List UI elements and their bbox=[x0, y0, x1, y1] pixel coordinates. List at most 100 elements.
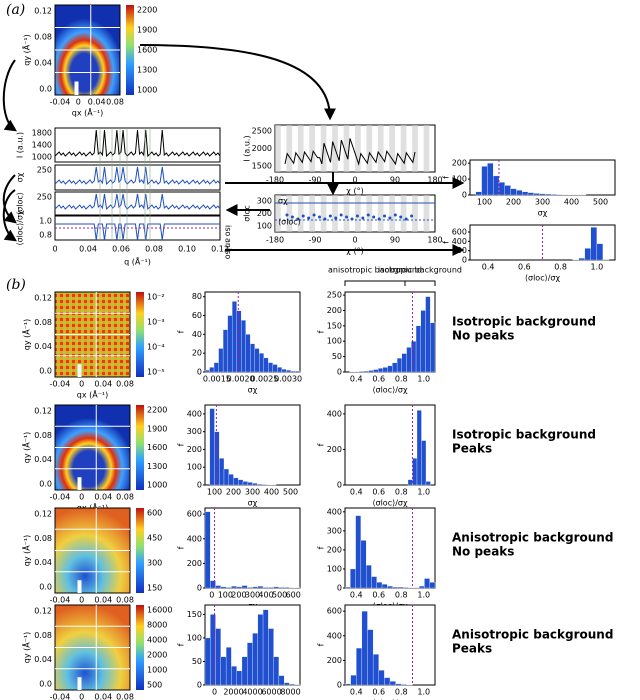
x-tick-label: 400 bbox=[264, 488, 279, 497]
colorbar-label: 450 bbox=[147, 534, 162, 543]
x-tick-label: 1.0 bbox=[417, 488, 430, 497]
x-tick-label: 90 bbox=[390, 176, 400, 185]
sigma-dot bbox=[339, 213, 343, 217]
side-label: iso bbox=[224, 225, 233, 236]
histogram-bar bbox=[366, 564, 372, 589]
colorbar-label: 10⁻⁵ bbox=[147, 368, 165, 377]
histogram-bar bbox=[273, 656, 280, 686]
arrows bbox=[2, 44, 465, 256]
histogram-bar bbox=[396, 358, 402, 373]
x-tick-label: 0.8 bbox=[395, 375, 408, 384]
x-tick-label: 0.6 bbox=[518, 263, 531, 272]
histogram-bar bbox=[241, 585, 248, 589]
y-tick-label: 300 bbox=[187, 427, 202, 436]
y-tick-label: 100 bbox=[452, 175, 467, 184]
y-tick-label: 0.08 bbox=[34, 33, 52, 42]
profile-line bbox=[54, 129, 221, 158]
sigma-dot bbox=[355, 214, 359, 218]
colorbar-label: 1900 bbox=[137, 26, 157, 35]
y-tick-label: 300 bbox=[257, 197, 272, 206]
x-tick-label: 0.6 bbox=[372, 688, 385, 697]
mask-band bbox=[297, 195, 304, 232]
mask-band bbox=[366, 125, 373, 172]
histogram-bar bbox=[236, 586, 243, 589]
histogram-bar bbox=[209, 367, 215, 373]
histogram-bar bbox=[289, 683, 295, 686]
y-tick-label: 0.8 bbox=[39, 231, 52, 240]
histogram-bar bbox=[219, 458, 225, 486]
x-tick-label: 6000 bbox=[261, 688, 281, 697]
mask-band bbox=[343, 125, 350, 172]
histogram-bar bbox=[225, 647, 232, 686]
histogram-bar bbox=[373, 369, 379, 373]
histogram-bar bbox=[252, 633, 258, 686]
histogram-bar bbox=[401, 684, 408, 686]
histogram-bar bbox=[252, 586, 258, 589]
axis-label: f bbox=[317, 546, 326, 549]
y-tick-label: 0 bbox=[197, 368, 202, 377]
x-tick-label: 500 bbox=[272, 591, 287, 600]
histogram-bar bbox=[281, 369, 287, 373]
y-tick-label: 400 bbox=[327, 631, 342, 640]
mask-band bbox=[297, 125, 304, 172]
y-tick-label: 0.12 bbox=[34, 407, 52, 416]
mask-band bbox=[423, 125, 430, 172]
y-tick-label: 400 bbox=[452, 237, 467, 246]
x-tick-label: 1.0 bbox=[591, 263, 604, 272]
histogram-bar bbox=[284, 587, 290, 589]
histogram-bar bbox=[487, 163, 494, 196]
histogram-bar bbox=[228, 474, 234, 486]
histogram-bar bbox=[272, 364, 278, 373]
x-tick-label: 0 bbox=[209, 591, 214, 600]
axis-label: I (a.u.) bbox=[243, 135, 252, 161]
y-tick-label: 0.08 bbox=[34, 534, 52, 543]
x-tick-label: -90 bbox=[308, 236, 321, 245]
beamstop bbox=[77, 477, 82, 490]
histogram-bar bbox=[504, 185, 511, 196]
mask-band bbox=[286, 195, 293, 232]
axis-label: f bbox=[317, 643, 326, 646]
histogram-bar bbox=[372, 654, 379, 686]
x-tick-label: 200 bbox=[226, 488, 241, 497]
colorbar-label: 150 bbox=[147, 584, 162, 593]
mask-band bbox=[423, 195, 430, 232]
y-tick-label: 200 bbox=[327, 656, 342, 665]
row-title: No peaks bbox=[452, 329, 514, 343]
mask-band bbox=[412, 125, 418, 172]
axis-label: qy (Å⁻¹) bbox=[21, 34, 32, 66]
colorbar-label: 1300 bbox=[137, 66, 157, 75]
mask-band bbox=[389, 125, 395, 172]
y-tick-label: 100 bbox=[327, 564, 342, 573]
x-tick-label: 0.08 bbox=[116, 596, 134, 605]
y-tick-label: 200 bbox=[327, 445, 342, 454]
histogram-bar bbox=[231, 301, 237, 373]
sigma-dot bbox=[307, 216, 311, 220]
y-tick-label: 1000 bbox=[32, 153, 52, 162]
colorbar-label: 8000 bbox=[147, 621, 167, 630]
x-tick-label: 1.0 bbox=[417, 375, 430, 384]
colorbar bbox=[136, 405, 144, 490]
axis-label: ⟨σloc⟩/σχ bbox=[16, 210, 25, 246]
x-tick-label: 600 bbox=[286, 591, 301, 600]
sigma-dot bbox=[377, 217, 381, 221]
histogram-bar bbox=[262, 609, 269, 686]
axis-label: qx (Å⁻¹) bbox=[77, 502, 109, 513]
y-tick-label: 80 bbox=[192, 292, 202, 301]
sigma-dot bbox=[383, 214, 386, 218]
histogram-bar bbox=[257, 483, 263, 486]
y-tick-label: 100 bbox=[257, 222, 272, 231]
histogram-bar bbox=[384, 677, 391, 686]
y-tick-label: 0 bbox=[462, 256, 467, 265]
y-tick-label: 0 bbox=[337, 481, 342, 490]
y-tick-label: 50 bbox=[332, 352, 342, 361]
row-title: Anisotropic background bbox=[452, 531, 613, 545]
histogram-bar bbox=[245, 334, 251, 373]
histogram-bar bbox=[551, 194, 558, 196]
x-tick-label: -0.04 bbox=[50, 98, 71, 107]
histogram-bar bbox=[215, 585, 221, 589]
side-label: aniso bbox=[224, 238, 233, 259]
x-tick-label: 0.04 bbox=[94, 380, 112, 389]
y-tick-label: 100 bbox=[187, 463, 202, 472]
sigma-dot bbox=[345, 215, 349, 219]
beamstop bbox=[77, 364, 82, 377]
